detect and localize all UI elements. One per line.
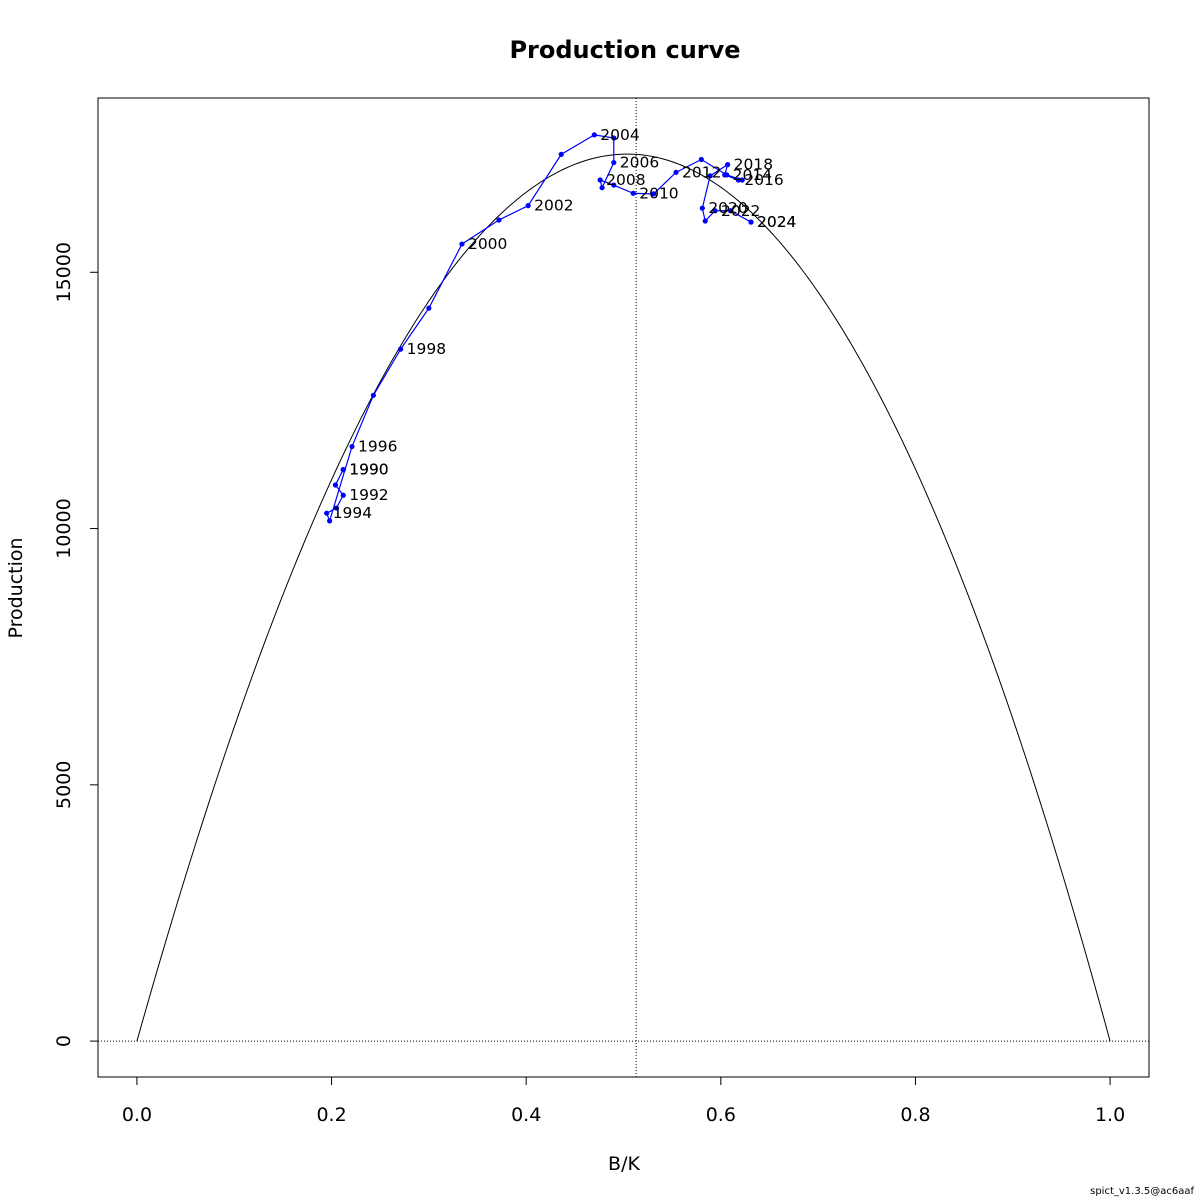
- x-tick-label: 0.6: [706, 1104, 736, 1126]
- year-label: 2024: [757, 213, 796, 231]
- y-tick-label: 10000: [53, 498, 75, 558]
- x-tick-label: 0.4: [511, 1104, 541, 1126]
- x-tick-label: 0.8: [900, 1104, 930, 1126]
- year-label: 2002: [534, 197, 573, 215]
- series-point: [725, 162, 731, 168]
- y-tick-label: 5000: [53, 761, 75, 809]
- year-label: 2006: [620, 154, 659, 172]
- series-point: [651, 191, 657, 197]
- series-point: [591, 132, 597, 138]
- year-label: 2014: [733, 166, 772, 184]
- year-label: 2024: [757, 213, 796, 231]
- year-label: 1992: [349, 486, 388, 504]
- x-tick-label: 0.2: [316, 1104, 346, 1126]
- series-point: [332, 482, 339, 488]
- year-label: 1998: [407, 340, 446, 358]
- reference-lines: [98, 98, 1149, 1077]
- series-point: [735, 177, 741, 183]
- x-axis: 0.0 0.2 0.4 0.6 0.8 1.0: [122, 1077, 1125, 1126]
- series-point: [333, 505, 340, 511]
- version-footer: spict_v1.3.5@ac6aaf: [1090, 1186, 1194, 1197]
- series-point: [611, 135, 617, 141]
- x-axis-label: B/K: [608, 1153, 640, 1175]
- x-tick-label: 1.0: [1095, 1104, 1125, 1126]
- series-layer: [324, 132, 754, 524]
- y-axis: 0 5000 10000 15000: [53, 242, 98, 1047]
- series-point: [496, 217, 502, 223]
- y-axis-label: Production: [5, 537, 27, 638]
- series-point: [599, 185, 605, 191]
- series-point: [630, 190, 636, 196]
- series-point: [611, 159, 617, 166]
- series-point: [698, 156, 704, 163]
- series-point: [349, 443, 355, 450]
- year-label: 2016: [744, 171, 783, 189]
- series-point: [739, 177, 745, 183]
- y-tick-label: 15000: [53, 242, 75, 302]
- year-label: 2018: [734, 156, 773, 174]
- year-label: 1990: [349, 461, 388, 479]
- series-line: [325, 134, 752, 523]
- production-curve-layer: [136, 153, 1111, 1042]
- series-point: [727, 208, 734, 214]
- year-label: 1994: [333, 504, 372, 522]
- series-point: [558, 151, 564, 157]
- series-point: [702, 218, 708, 224]
- year-labels-layer: 1990199019921994199619982000200220042006…: [333, 126, 797, 522]
- year-label: 2010: [639, 184, 678, 202]
- series-point: [398, 346, 404, 352]
- year-label: 2000: [468, 235, 507, 253]
- year-label: 2012: [682, 163, 721, 181]
- series-point: [707, 173, 713, 179]
- plot-frame: [97, 97, 1150, 1078]
- series-point: [673, 169, 679, 175]
- year-label: 2022: [721, 202, 760, 220]
- production-curve-line: [136, 153, 1111, 1042]
- series-point: [699, 205, 705, 211]
- series-point: [525, 203, 531, 209]
- chart-title: Production curve: [509, 36, 740, 64]
- series-point: [340, 492, 346, 498]
- year-label: 1990: [349, 461, 388, 479]
- year-label: 2008: [606, 171, 645, 189]
- y-tick-label: 0: [53, 1035, 75, 1047]
- series-point: [370, 392, 377, 398]
- series-point: [324, 510, 330, 516]
- series-point: [459, 241, 465, 247]
- year-label: 2004: [600, 126, 639, 144]
- series-point: [748, 219, 754, 225]
- year-label: 1996: [358, 438, 397, 456]
- series-point: [340, 467, 346, 473]
- series-point: [722, 172, 728, 178]
- series-point: [426, 305, 432, 311]
- x-tick-label: 0.0: [122, 1104, 152, 1126]
- series-point: [327, 518, 333, 524]
- year-label: 2020: [708, 199, 747, 217]
- series-point: [597, 177, 603, 183]
- series-point: [712, 208, 718, 214]
- series-point: [611, 182, 617, 188]
